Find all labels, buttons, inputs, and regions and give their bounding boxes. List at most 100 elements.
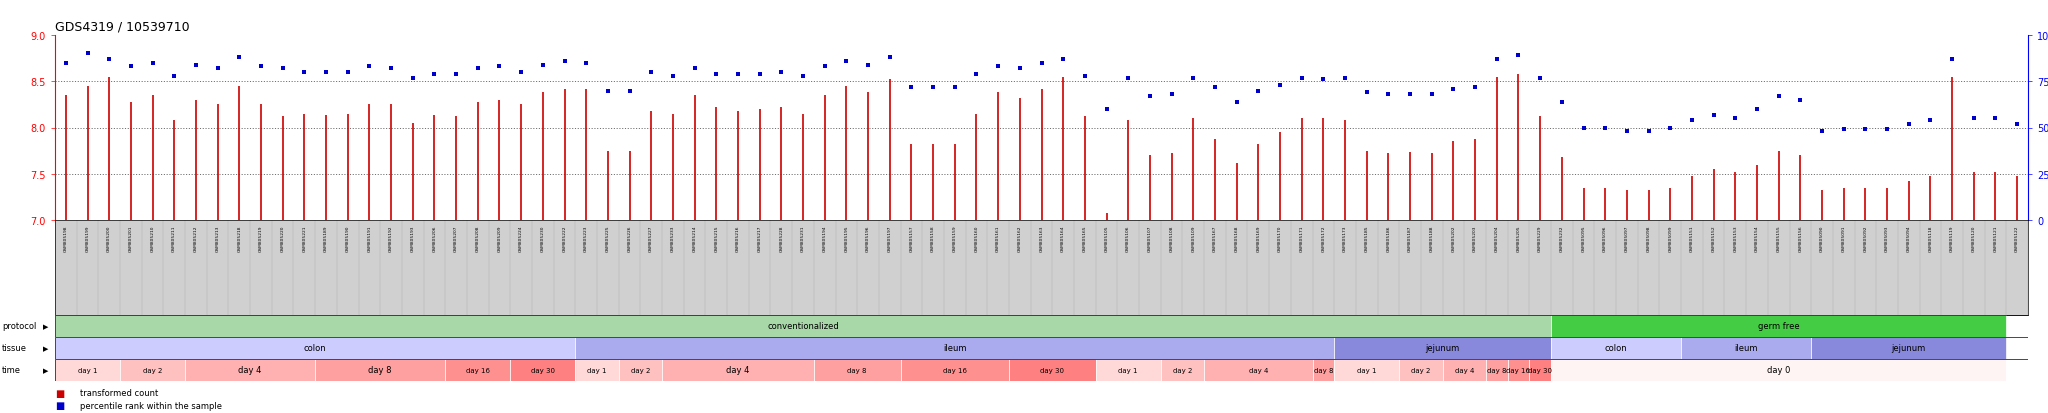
Point <box>743 71 776 78</box>
Point <box>440 71 473 78</box>
Text: GSM805189: GSM805189 <box>324 225 328 252</box>
Point <box>1958 116 1991 122</box>
Point <box>1112 75 1145 82</box>
Text: GSM805201: GSM805201 <box>129 225 133 252</box>
Point <box>266 66 299 72</box>
Text: ▶: ▶ <box>43 367 49 373</box>
Text: GSM805094: GSM805094 <box>1907 225 1911 252</box>
Text: jejunum: jejunum <box>1892 344 1925 353</box>
FancyBboxPatch shape <box>444 360 510 381</box>
Text: GSM805198: GSM805198 <box>63 225 68 252</box>
Text: GSM805162: GSM805162 <box>1018 225 1022 252</box>
Point <box>92 57 125 63</box>
Text: day 4: day 4 <box>238 366 262 375</box>
Text: GSM805095: GSM805095 <box>1581 225 1585 252</box>
FancyBboxPatch shape <box>55 337 575 359</box>
Point <box>201 66 233 72</box>
Text: day 8: day 8 <box>848 367 866 373</box>
Text: GSM805098: GSM805098 <box>1647 225 1651 252</box>
FancyBboxPatch shape <box>575 337 1333 359</box>
Point <box>1395 92 1427 98</box>
Text: ■: ■ <box>55 400 63 410</box>
Text: GSM805165: GSM805165 <box>1083 225 1087 252</box>
FancyBboxPatch shape <box>1550 360 2007 381</box>
Point <box>1698 112 1731 119</box>
Point <box>1546 99 1579 106</box>
Text: GSM805207: GSM805207 <box>455 225 459 252</box>
Point <box>1718 116 1751 122</box>
Point <box>1155 92 1188 98</box>
Point <box>872 55 905 62</box>
Text: GSM805221: GSM805221 <box>303 225 307 252</box>
Text: GSM805160: GSM805160 <box>975 225 979 252</box>
FancyBboxPatch shape <box>662 360 813 381</box>
Text: GSM805224: GSM805224 <box>518 225 522 252</box>
Text: GSM805216: GSM805216 <box>735 225 739 252</box>
FancyBboxPatch shape <box>1550 316 2007 337</box>
Text: GSM805161: GSM805161 <box>995 225 999 252</box>
Text: day 4: day 4 <box>1249 367 1268 373</box>
FancyBboxPatch shape <box>315 360 444 381</box>
Point <box>981 64 1014 71</box>
Text: day 2: day 2 <box>1174 367 1192 373</box>
Text: day 30: day 30 <box>530 367 555 373</box>
Text: germ free: germ free <box>1757 322 1800 331</box>
Text: GSM805215: GSM805215 <box>715 225 719 252</box>
Text: day 16: day 16 <box>942 367 967 373</box>
FancyBboxPatch shape <box>1399 360 1442 381</box>
Text: day 8: day 8 <box>1487 367 1507 373</box>
Point <box>1198 84 1231 91</box>
FancyBboxPatch shape <box>55 360 121 381</box>
Text: GSM805119: GSM805119 <box>1950 225 1954 252</box>
Text: GSM805156: GSM805156 <box>1798 225 1802 252</box>
Text: GSM805190: GSM805190 <box>346 225 350 252</box>
Text: GSM805108: GSM805108 <box>1169 225 1174 252</box>
Text: ■: ■ <box>55 388 63 398</box>
Text: GSM805192: GSM805192 <box>389 225 393 252</box>
FancyBboxPatch shape <box>575 360 618 381</box>
Text: day 0: day 0 <box>1767 366 1790 375</box>
Text: day 30: day 30 <box>1040 367 1065 373</box>
Point <box>918 84 950 91</box>
Point <box>612 88 645 95</box>
Text: GSM805194: GSM805194 <box>823 225 827 252</box>
FancyBboxPatch shape <box>901 360 1010 381</box>
Text: GSM805204: GSM805204 <box>1495 225 1499 252</box>
FancyBboxPatch shape <box>1442 360 1487 381</box>
Text: GSM805109: GSM805109 <box>1192 225 1196 252</box>
FancyBboxPatch shape <box>1204 360 1313 381</box>
Point <box>1286 75 1319 82</box>
Point <box>332 69 365 76</box>
Point <box>809 64 842 71</box>
Text: percentile rank within the sample: percentile rank within the sample <box>80 401 221 410</box>
Text: GSM805191: GSM805191 <box>367 225 371 252</box>
Point <box>549 59 582 65</box>
Text: GSM805217: GSM805217 <box>758 225 762 252</box>
Point <box>829 59 862 65</box>
Text: GSM805153: GSM805153 <box>1733 225 1737 252</box>
Text: time: time <box>2 366 20 375</box>
Text: GSM805151: GSM805151 <box>1690 225 1694 252</box>
Point <box>1741 107 1774 113</box>
Point <box>135 60 168 67</box>
Point <box>592 88 625 95</box>
FancyBboxPatch shape <box>1487 360 1507 381</box>
Point <box>461 66 494 72</box>
Point <box>1761 93 1794 100</box>
Point <box>1675 118 1708 124</box>
Text: GSM805205: GSM805205 <box>1516 225 1520 252</box>
Point <box>49 60 82 67</box>
Point <box>635 69 668 76</box>
Text: day 4: day 4 <box>727 366 750 375</box>
Point <box>1069 73 1102 80</box>
Point <box>1870 127 1903 133</box>
Point <box>115 64 147 71</box>
Text: GDS4319 / 10539710: GDS4319 / 10539710 <box>55 20 190 33</box>
Text: GSM805197: GSM805197 <box>887 225 891 252</box>
Point <box>418 71 451 78</box>
Text: GSM805154: GSM805154 <box>1755 225 1759 252</box>
Text: day 4: day 4 <box>1454 367 1475 373</box>
Text: GSM805164: GSM805164 <box>1061 225 1065 252</box>
Point <box>1655 125 1688 131</box>
Point <box>223 55 256 62</box>
